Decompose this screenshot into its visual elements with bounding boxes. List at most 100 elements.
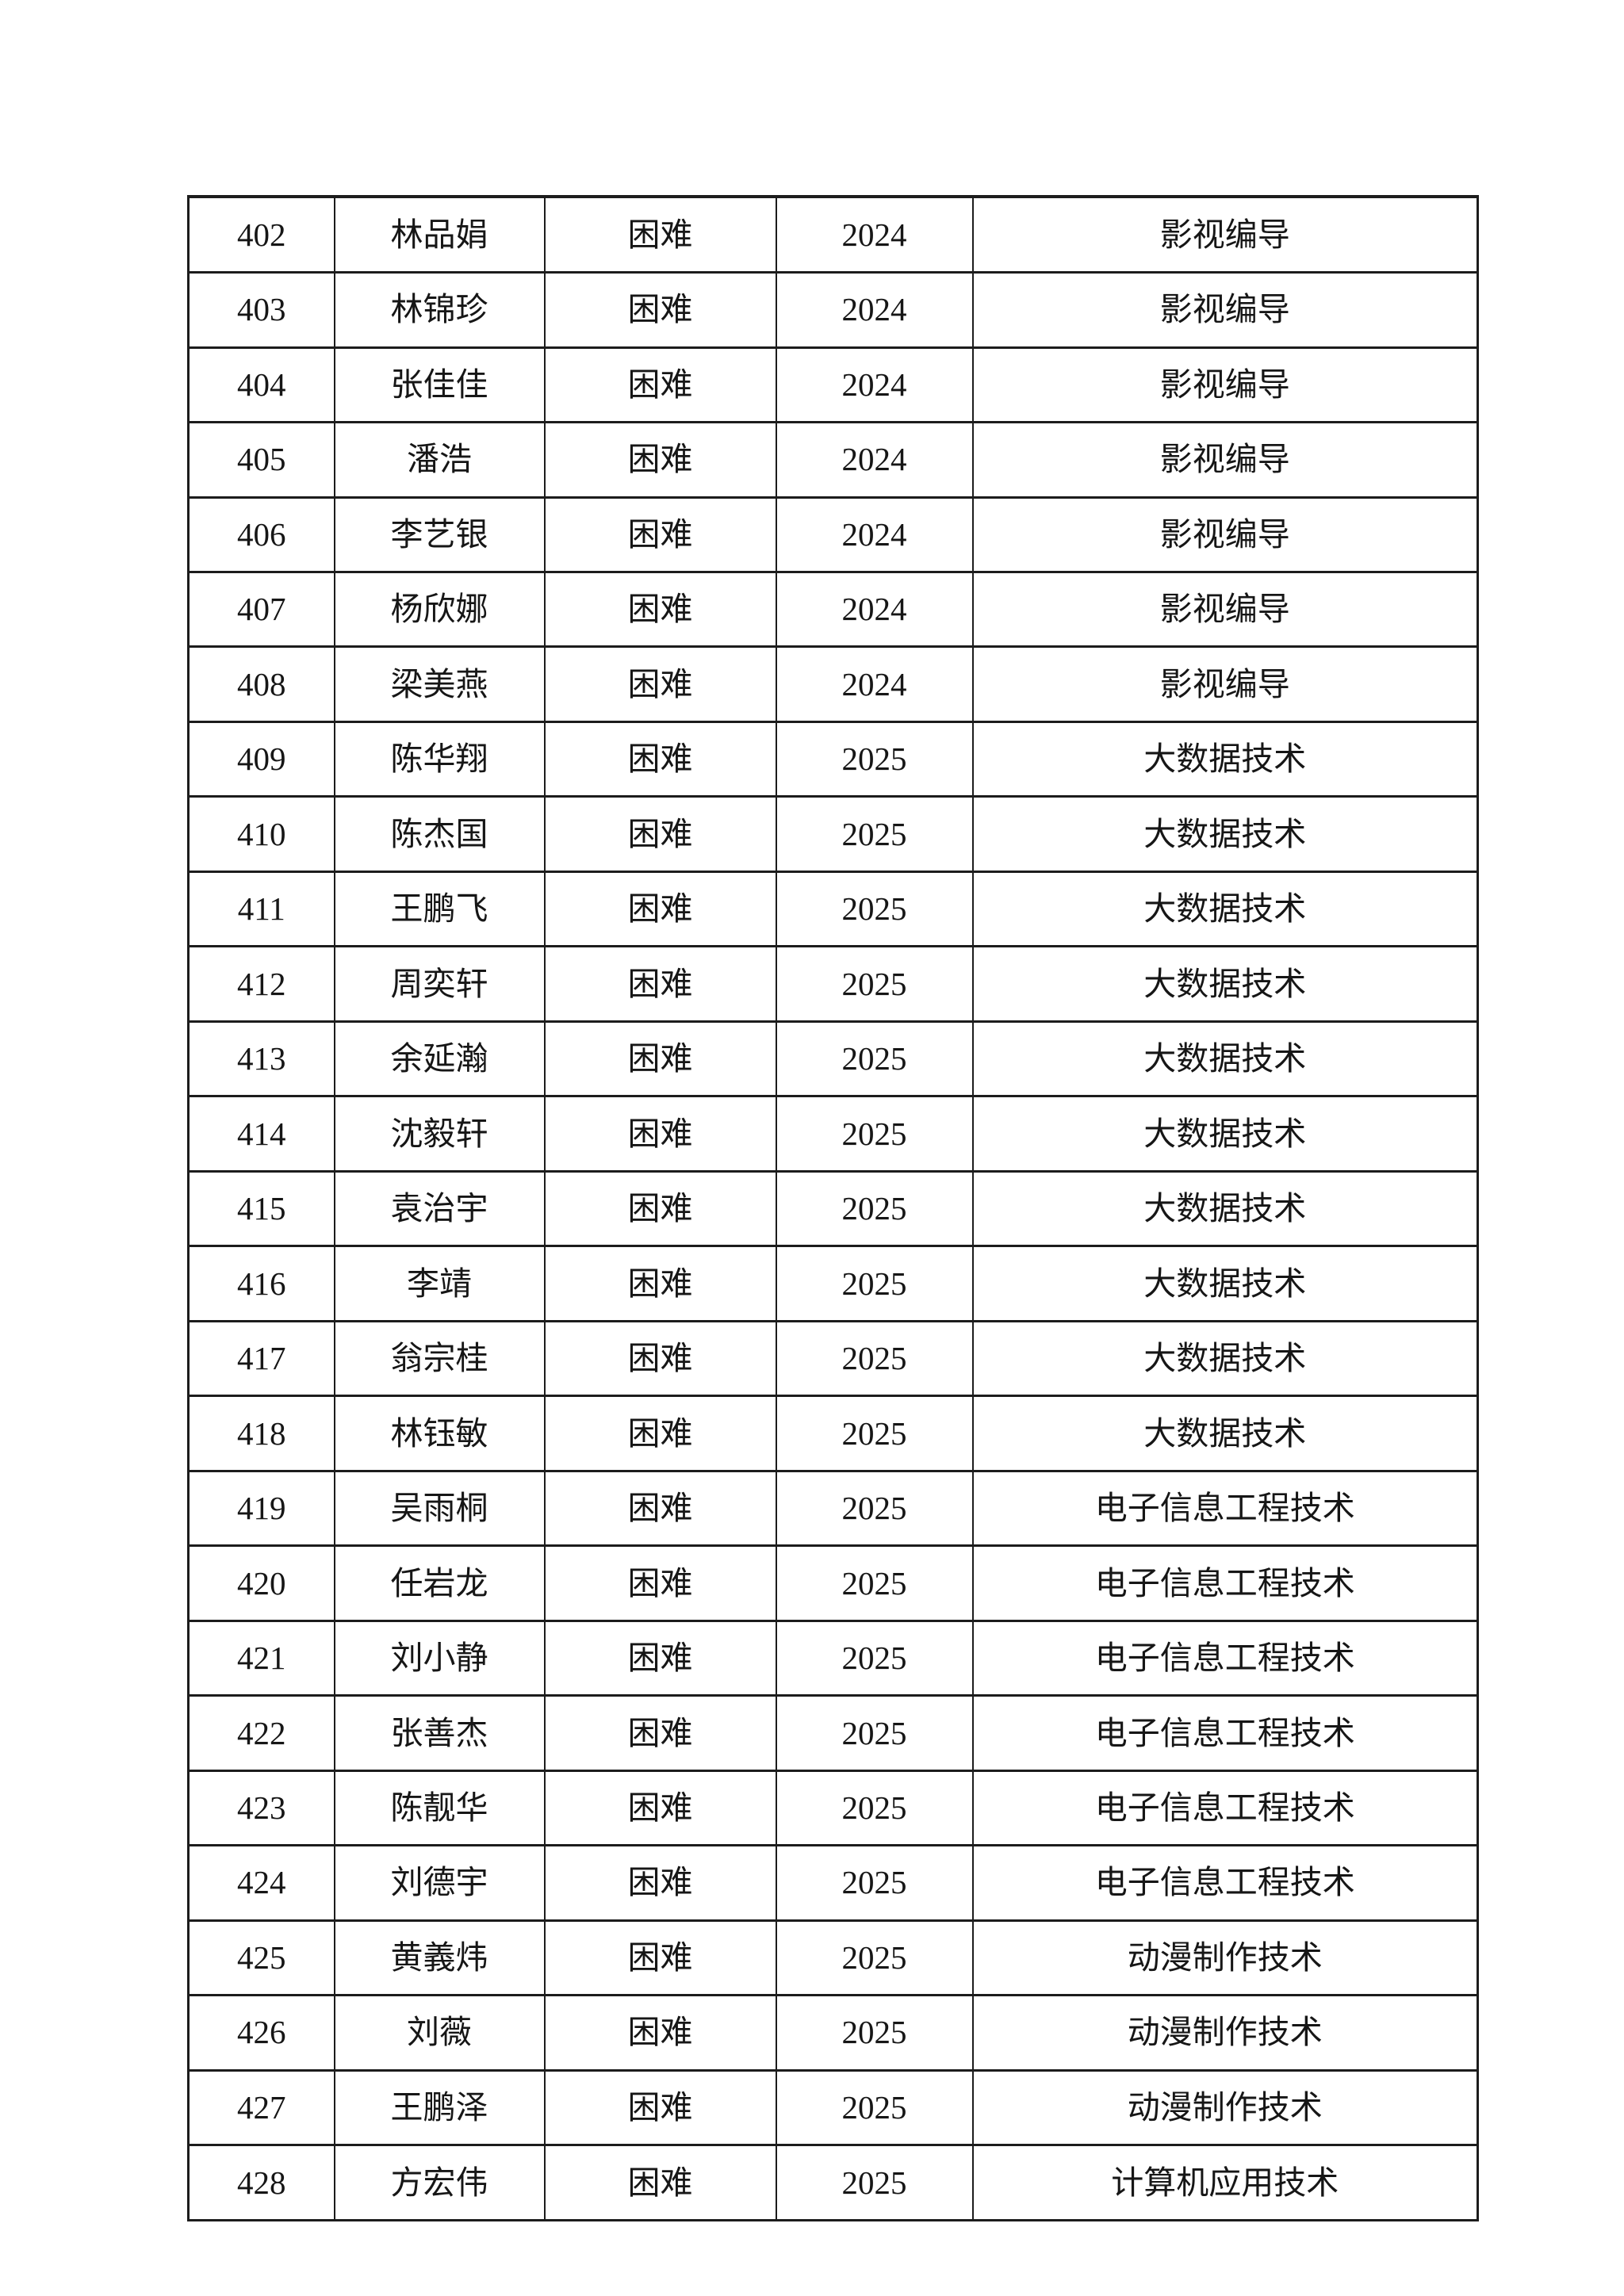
table-row: 426 刘薇 困难 2025 动漫制作技术 [187, 1994, 1479, 2072]
grade-year-cell: 2024 [775, 271, 974, 349]
row-number-cell: 422 [187, 1694, 335, 1772]
grade-year-cell: 2025 [775, 720, 974, 798]
student-name-cell: 林钰敏 [333, 1395, 546, 1472]
table-row: 403 林锦珍 困难 2024 影视编导 [187, 271, 1479, 349]
table-row: 404 张佳佳 困难 2024 影视编导 [187, 346, 1479, 424]
grade-year-cell: 2025 [775, 1169, 974, 1248]
row-number-cell: 409 [187, 720, 335, 798]
major-cell: 大数据技术 [971, 1319, 1479, 1398]
student-name-cell: 余延瀚 [333, 1020, 546, 1098]
table-row: 407 杨欣娜 困难 2024 影视编导 [187, 570, 1479, 649]
row-number-cell: 417 [187, 1319, 335, 1398]
table-row: 415 袁治宇 困难 2025 大数据技术 [187, 1169, 1479, 1248]
table-row: 422 张善杰 困难 2025 电子信息工程技术 [187, 1694, 1479, 1772]
difficulty-status-cell: 困难 [543, 1544, 777, 1622]
row-number-cell: 420 [187, 1544, 335, 1622]
grade-year-cell: 2025 [775, 1469, 974, 1548]
table-row: 412 周奕轩 困难 2025 大数据技术 [187, 945, 1479, 1023]
grade-year-cell: 2025 [775, 1095, 974, 1173]
student-name-cell: 林品娟 [333, 195, 546, 274]
table-row: 427 王鹏泽 困难 2025 动漫制作技术 [187, 2068, 1479, 2147]
table-row: 420 任岩龙 困难 2025 电子信息工程技术 [187, 1544, 1479, 1622]
major-cell: 影视编导 [971, 346, 1479, 424]
grade-year-cell: 2025 [775, 1245, 974, 1322]
roster-table-container: 402 林品娟 困难 2024 影视编导 403 林锦珍 困难 2024 影视编… [187, 195, 1479, 2221]
row-number-cell: 411 [187, 870, 335, 948]
difficulty-status-cell: 困难 [543, 271, 777, 349]
major-cell: 大数据技术 [971, 870, 1479, 948]
student-name-cell: 沈毅轩 [333, 1095, 546, 1173]
grade-year-cell: 2024 [775, 496, 974, 574]
row-number-cell: 418 [187, 1395, 335, 1472]
student-name-cell: 张佳佳 [333, 346, 546, 424]
difficulty-status-cell: 困难 [543, 795, 777, 873]
row-number-cell: 407 [187, 570, 335, 649]
student-name-cell: 吴雨桐 [333, 1469, 546, 1548]
grade-year-cell: 2024 [775, 570, 974, 649]
student-name-cell: 林锦珍 [333, 271, 546, 349]
grade-year-cell: 2024 [775, 195, 974, 274]
major-cell: 电子信息工程技术 [971, 1844, 1479, 1922]
student-name-cell: 方宏伟 [333, 2144, 546, 2221]
grade-year-cell: 2025 [775, 795, 974, 873]
grade-year-cell: 2024 [775, 421, 974, 499]
major-cell: 大数据技术 [971, 1395, 1479, 1472]
student-name-cell: 王鹏飞 [333, 870, 546, 948]
row-number-cell: 427 [187, 2068, 335, 2147]
table-row: 410 陈杰国 困难 2025 大数据技术 [187, 795, 1479, 873]
major-cell: 影视编导 [971, 496, 1479, 574]
difficulty-status-cell: 困难 [543, 2068, 777, 2147]
grade-year-cell: 2025 [775, 1769, 974, 1847]
difficulty-status-cell: 困难 [543, 496, 777, 574]
difficulty-status-cell: 困难 [543, 720, 777, 798]
grade-year-cell: 2025 [775, 2144, 974, 2221]
row-number-cell: 425 [187, 1919, 335, 1997]
grade-year-cell: 2025 [775, 1319, 974, 1398]
row-number-cell: 405 [187, 421, 335, 499]
major-cell: 大数据技术 [971, 945, 1479, 1023]
row-number-cell: 413 [187, 1020, 335, 1098]
grade-year-cell: 2025 [775, 1395, 974, 1472]
grade-year-cell: 2025 [775, 2068, 974, 2147]
grade-year-cell: 2025 [775, 1544, 974, 1622]
difficulty-status-cell: 困难 [543, 1020, 777, 1098]
student-name-cell: 任岩龙 [333, 1544, 546, 1622]
major-cell: 大数据技术 [971, 1020, 1479, 1098]
student-name-cell: 梁美燕 [333, 645, 546, 723]
table-row: 409 陈华翔 困难 2025 大数据技术 [187, 720, 1479, 798]
difficulty-status-cell: 困难 [543, 1095, 777, 1173]
major-cell: 电子信息工程技术 [971, 1769, 1479, 1847]
difficulty-status-cell: 困难 [543, 1319, 777, 1398]
major-cell: 大数据技术 [971, 720, 1479, 798]
difficulty-status-cell: 困难 [543, 421, 777, 499]
row-number-cell: 415 [187, 1169, 335, 1248]
difficulty-status-cell: 困难 [543, 570, 777, 649]
table-row: 405 潘浩 困难 2024 影视编导 [187, 421, 1479, 499]
difficulty-status-cell: 困难 [543, 645, 777, 723]
grade-year-cell: 2025 [775, 945, 974, 1023]
major-cell: 电子信息工程技术 [971, 1619, 1479, 1697]
row-number-cell: 414 [187, 1095, 335, 1173]
student-name-cell: 潘浩 [333, 421, 546, 499]
major-cell: 动漫制作技术 [971, 2068, 1479, 2147]
table-row: 408 梁美燕 困难 2024 影视编导 [187, 645, 1479, 723]
table-row: 418 林钰敏 困难 2025 大数据技术 [187, 1395, 1479, 1472]
student-name-cell: 陈靓华 [333, 1769, 546, 1847]
grade-year-cell: 2025 [775, 1694, 974, 1772]
major-cell: 动漫制作技术 [971, 1919, 1479, 1997]
row-number-cell: 402 [187, 195, 335, 274]
difficulty-status-cell: 困难 [543, 1395, 777, 1472]
table-row: 406 李艺银 困难 2024 影视编导 [187, 496, 1479, 574]
row-number-cell: 412 [187, 945, 335, 1023]
row-number-cell: 424 [187, 1844, 335, 1922]
row-number-cell: 410 [187, 795, 335, 873]
major-cell: 大数据技术 [971, 795, 1479, 873]
student-name-cell: 刘薇 [333, 1994, 546, 2072]
table-row: 411 王鹏飞 困难 2025 大数据技术 [187, 870, 1479, 948]
difficulty-status-cell: 困难 [543, 1769, 777, 1847]
grade-year-cell: 2025 [775, 1619, 974, 1697]
student-name-cell: 黄義炜 [333, 1919, 546, 1997]
major-cell: 电子信息工程技术 [971, 1469, 1479, 1548]
major-cell: 影视编导 [971, 195, 1479, 274]
